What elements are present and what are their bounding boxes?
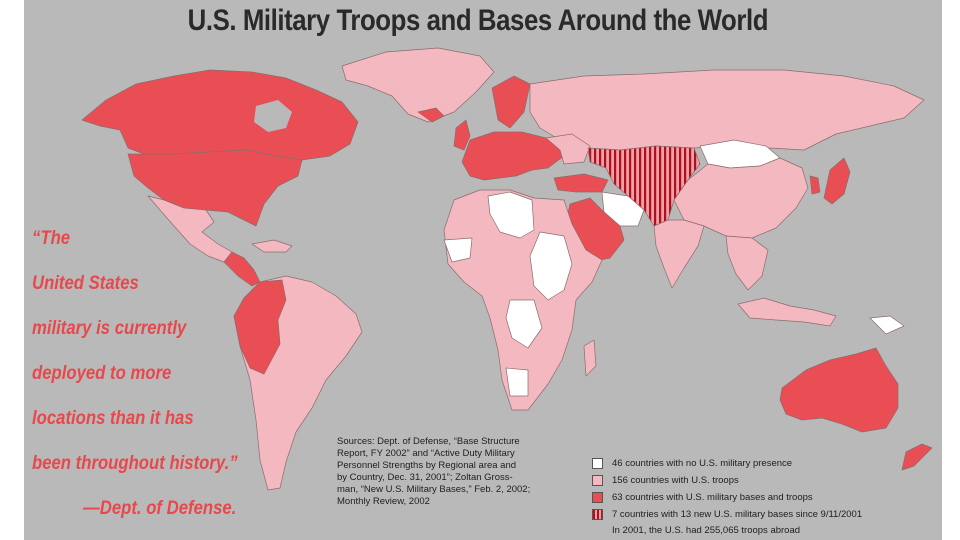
legend-item-no-presence: 46 countries with no U.S. military prese… (592, 457, 932, 474)
region-south-korea (809, 175, 821, 195)
quote-line: “The (32, 228, 71, 249)
source-line: Report, FY 2002” and “Active Duty Milita… (337, 448, 515, 459)
quote-attribution: —Dept. of Defense. (83, 498, 237, 519)
source-line: Personnel Strengths by Regional area and (337, 460, 517, 471)
region-madagascar (583, 339, 597, 377)
region-caribbean (251, 239, 293, 253)
region-united-kingdom (453, 119, 471, 151)
quote-line: deployed to more (32, 363, 172, 384)
legend-item-new-bases: 7 countries with 13 new U.S. military ba… (592, 508, 932, 525)
quote-line: military is currently (32, 318, 187, 339)
legend-swatch-white (592, 458, 603, 469)
region-united-states (127, 149, 303, 227)
region-new-zealand (901, 443, 933, 471)
source-line: Sources: Dept. of Defense, “Base Structu… (337, 436, 520, 447)
region-papua-new-guinea (869, 315, 905, 335)
legend-label: 156 countries with U.S. troops (612, 475, 739, 486)
legend-item-bases: 63 countries with U.S. military bases an… (592, 491, 932, 508)
quote-line: been throughout history.” (32, 453, 238, 474)
region-turkey (553, 173, 609, 193)
region-iceland (417, 107, 445, 123)
region-japan (823, 157, 851, 205)
region-west-africa-none (443, 237, 473, 263)
quote-line: United States (32, 273, 139, 294)
sources-note: Sources: Dept. of Defense, “Base Structu… (337, 436, 583, 508)
map-figure: U.S. Military Troops and Bases Around th… (24, 0, 942, 540)
region-angola-none (505, 367, 529, 397)
legend-label: 7 countries with 13 new U.S. military ba… (612, 509, 863, 520)
region-australia (779, 347, 899, 433)
legend-swatch-red (592, 492, 603, 503)
region-east-africa-none (529, 231, 573, 301)
region-mexico (147, 195, 233, 263)
region-north-africa-none (487, 191, 535, 239)
map-legend: 46 countries with no U.S. military prese… (592, 457, 932, 536)
legend-item-troops: 156 countries with U.S. troops (592, 474, 932, 491)
region-europe (461, 131, 565, 181)
legend-swatch-pink (592, 475, 603, 486)
region-hudson-bay (254, 100, 292, 132)
region-central-america (223, 251, 261, 287)
legend-footnote: In 2001, the U.S. had 255,065 troops abr… (612, 525, 801, 536)
world-map (81, 47, 933, 491)
source-line: Monthly Review, 2002 (337, 496, 430, 507)
region-indonesia (737, 297, 837, 327)
quote-line: locations than it has (32, 408, 194, 429)
region-scandinavia (491, 75, 531, 129)
region-andean-countries (233, 279, 287, 375)
legend-swatch-striped (592, 509, 603, 520)
region-greenland (341, 47, 495, 123)
region-central-africa-none (505, 299, 543, 349)
region-russia (529, 69, 925, 151)
pull-quote: “The United States military is currently… (32, 216, 261, 531)
region-india (653, 219, 705, 289)
source-line: man, “New U.S. Military Bases,” Feb. 2, … (337, 484, 531, 495)
legend-label: 63 countries with U.S. military bases an… (612, 492, 813, 503)
legend-label: 46 countries with no U.S. military prese… (612, 458, 793, 469)
region-canada-alaska (81, 69, 359, 161)
source-line: by Country, Dec. 31, 2001”; Zoltan Gross… (337, 472, 513, 483)
map-title: U.S. Military Troops and Bases Around th… (187, 4, 769, 37)
region-eastern-europe (545, 133, 591, 165)
region-southeast-asia (725, 235, 769, 291)
